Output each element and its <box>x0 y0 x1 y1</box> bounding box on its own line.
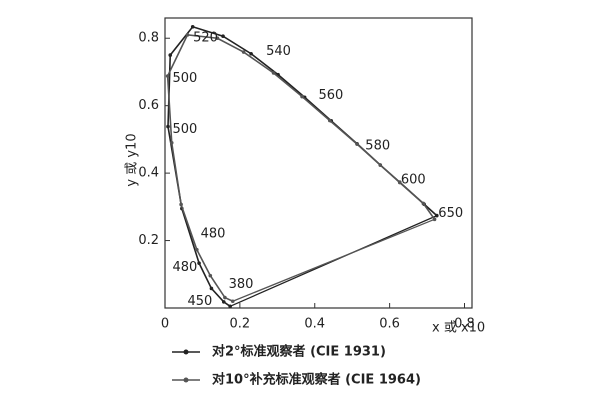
point <box>355 142 359 146</box>
x-tick-label: 0 <box>161 317 169 332</box>
x-tick-label: 0.2 <box>230 317 251 332</box>
point <box>209 286 214 291</box>
spectral-locus <box>166 34 436 302</box>
point <box>221 300 226 304</box>
point <box>166 124 170 129</box>
point <box>168 53 173 57</box>
purple-line <box>232 218 435 302</box>
point <box>221 34 225 39</box>
point <box>271 71 276 75</box>
wavelength-label: 600 <box>401 172 426 187</box>
y-tick-label: 0.4 <box>138 166 159 181</box>
point <box>179 202 183 207</box>
point <box>223 295 227 300</box>
spectral-locus <box>167 25 438 307</box>
wavelength-label: 480 <box>201 226 226 241</box>
y-axis-label: y 或 y10 <box>125 133 140 186</box>
wavelength-label: 500 <box>172 71 197 86</box>
point <box>230 299 235 304</box>
point <box>190 24 195 29</box>
wavelength-label: 540 <box>266 44 291 59</box>
wavelength-label: 580 <box>365 139 390 154</box>
wavelength-label: 560 <box>319 88 344 103</box>
point <box>378 163 383 167</box>
y-tick-label: 0.8 <box>138 31 159 46</box>
point <box>228 304 232 309</box>
wavelength-label: 380 <box>229 277 254 292</box>
legend-label: 对10°补充标准观察者 (CIE 1964) <box>212 372 421 388</box>
point <box>208 273 213 278</box>
point <box>432 217 437 222</box>
point <box>215 36 220 41</box>
wavelength-label: 500 <box>172 122 197 137</box>
point <box>421 201 426 206</box>
legend-dot <box>183 377 189 383</box>
point <box>435 213 439 218</box>
wavelength-label: 450 <box>187 294 212 309</box>
wavelength-label: 650 <box>438 206 463 221</box>
legend-label: 对2°标准观察者 (CIE 1931) <box>212 344 386 360</box>
plot-frame <box>164 17 473 309</box>
wavelength-label: 520 <box>193 31 218 46</box>
x-axis-label: x 或 x10 <box>432 321 485 336</box>
point <box>397 180 402 185</box>
point <box>197 261 201 265</box>
point <box>195 247 199 252</box>
point <box>300 94 304 99</box>
point <box>169 140 174 145</box>
wavelength-label: 480 <box>172 260 197 275</box>
point <box>185 33 190 37</box>
x-tick-label: 0.8 <box>454 317 475 332</box>
x-tick-label: 0.6 <box>379 317 400 332</box>
point <box>165 74 170 78</box>
point <box>249 51 253 56</box>
point <box>327 118 332 123</box>
legend-dot <box>183 349 189 355</box>
point <box>241 50 246 54</box>
x-tick-label: 0.4 <box>304 317 325 332</box>
y-tick-label: 0.6 <box>138 98 159 113</box>
y-tick-label: 0.2 <box>138 233 159 248</box>
